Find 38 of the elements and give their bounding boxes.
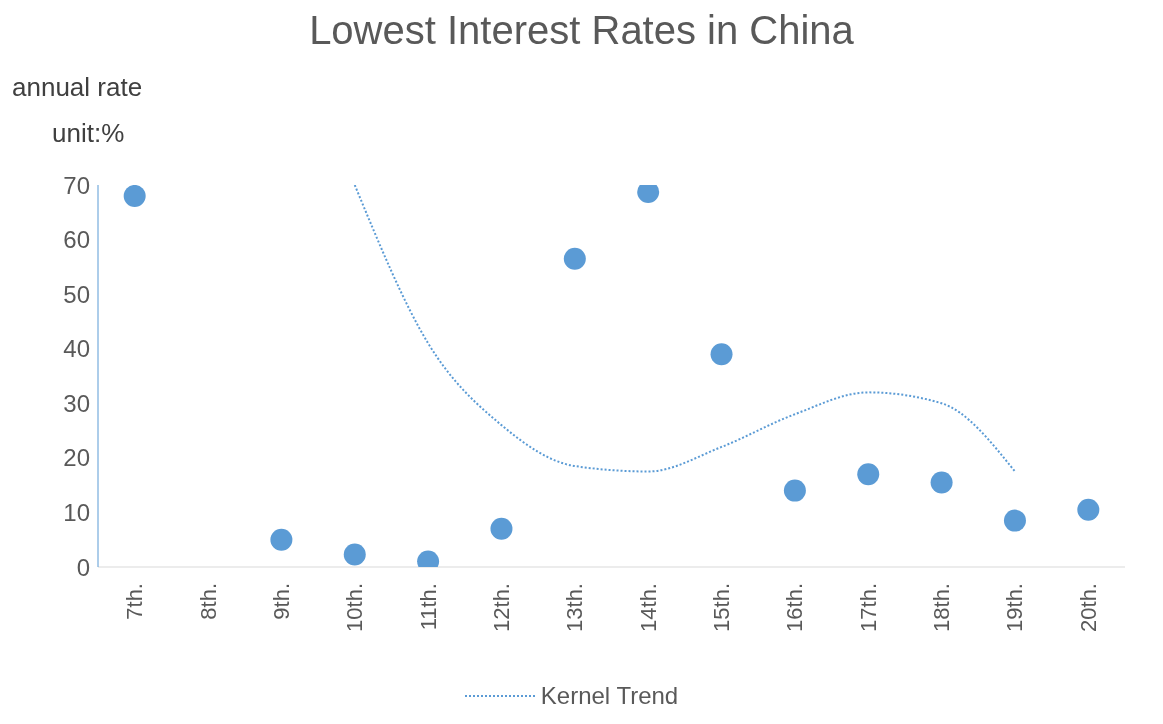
- x-tick-label: 9th.: [268, 583, 294, 620]
- x-tick-label: 13th.: [562, 583, 588, 632]
- point: [857, 463, 880, 486]
- y-tick-label: 50: [63, 280, 90, 308]
- line-series: [353, 185, 1016, 473]
- y-tick-label: 0: [76, 553, 90, 581]
- x-tick-label: 8th.: [195, 583, 221, 620]
- point: [1077, 498, 1100, 521]
- point: [563, 247, 586, 270]
- x-tick-label: 10th.: [342, 583, 368, 632]
- point: [1003, 509, 1026, 532]
- legend-label: Kernel Trend: [539, 682, 679, 710]
- y-tick-label: 20: [63, 444, 90, 472]
- point: [123, 185, 146, 207]
- x-tick-label: 19th.: [1002, 583, 1028, 632]
- x-tick-label: 7th.: [122, 583, 148, 620]
- x-tick-label: 17th.: [855, 583, 881, 632]
- y-tick-label: 70: [63, 171, 90, 199]
- point: [930, 471, 953, 494]
- point: [270, 528, 293, 551]
- x-tick-label: 12th.: [488, 583, 514, 632]
- x-tick-label: 18th.: [929, 583, 955, 632]
- y-tick-label: 60: [63, 226, 90, 254]
- text: unit:%: [52, 118, 125, 149]
- y-axis-title: annual rate: [12, 72, 143, 103]
- x-tick-label: 14th.: [635, 583, 661, 632]
- point: [710, 343, 733, 366]
- x-tick-label: 15th.: [709, 583, 735, 632]
- point: [783, 479, 806, 502]
- point: [490, 517, 513, 540]
- x-tick-label: 20th.: [1075, 583, 1101, 632]
- y-tick-label: 30: [63, 389, 90, 417]
- x-tick-label: 11th.: [415, 583, 441, 631]
- y-tick-label: 10: [63, 498, 90, 526]
- y-tick-label: 40: [63, 335, 90, 363]
- x-tick-label: 16th.: [782, 583, 808, 632]
- chart-title: Lowest Interest Rates in China: [308, 8, 855, 53]
- point: [343, 543, 366, 566]
